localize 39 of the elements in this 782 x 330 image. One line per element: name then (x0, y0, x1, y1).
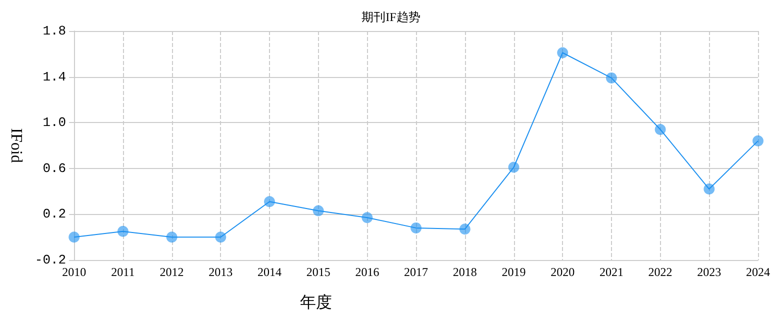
x-tick-label: 2014 (258, 265, 282, 279)
point (606, 72, 617, 84)
x-tick-label: 2013 (208, 265, 233, 279)
x-tick-label: 2024 (746, 265, 770, 279)
x-tick-label: 2010 (62, 265, 86, 279)
x-tick-label: 2023 (697, 265, 722, 279)
point (557, 47, 568, 58)
y-tick-label: -0.2 (34, 252, 66, 268)
x-tick-label: 2017 (404, 265, 428, 279)
x-tick-label: 2018 (452, 265, 477, 279)
point (68, 232, 80, 243)
y-tick-label: 1.0 (42, 115, 66, 130)
x-tick-label: 2012 (160, 265, 184, 279)
y-tick-label: 0.6 (42, 160, 66, 176)
y-axis-title: IFoid (8, 128, 24, 163)
y-tick-label: 0.2 (42, 206, 66, 222)
point (312, 205, 324, 216)
x-tick-label: 2022 (648, 265, 672, 279)
point (264, 196, 276, 208)
point (166, 232, 178, 243)
x-tick-label: 2021 (599, 265, 624, 279)
y-tick-label: 1.8 (42, 24, 66, 38)
point (704, 184, 715, 195)
point (117, 226, 128, 237)
point (752, 135, 764, 146)
x-tick-label: 2015 (306, 265, 330, 279)
point (459, 224, 470, 235)
x-tick-label: 2019 (502, 265, 526, 279)
x-tick-label: 2020 (550, 265, 575, 279)
x-tick-label: 2011 (111, 265, 135, 279)
point (654, 124, 666, 135)
point (215, 232, 226, 243)
point (508, 162, 520, 173)
x-tick-label: 2016 (355, 265, 380, 279)
chart-title: 期刊IF趋势 (362, 10, 420, 24)
y-tick-label: 1.4 (42, 69, 66, 84)
x-axis-title: 年度 (300, 294, 332, 312)
point (410, 222, 422, 234)
point (362, 212, 373, 224)
